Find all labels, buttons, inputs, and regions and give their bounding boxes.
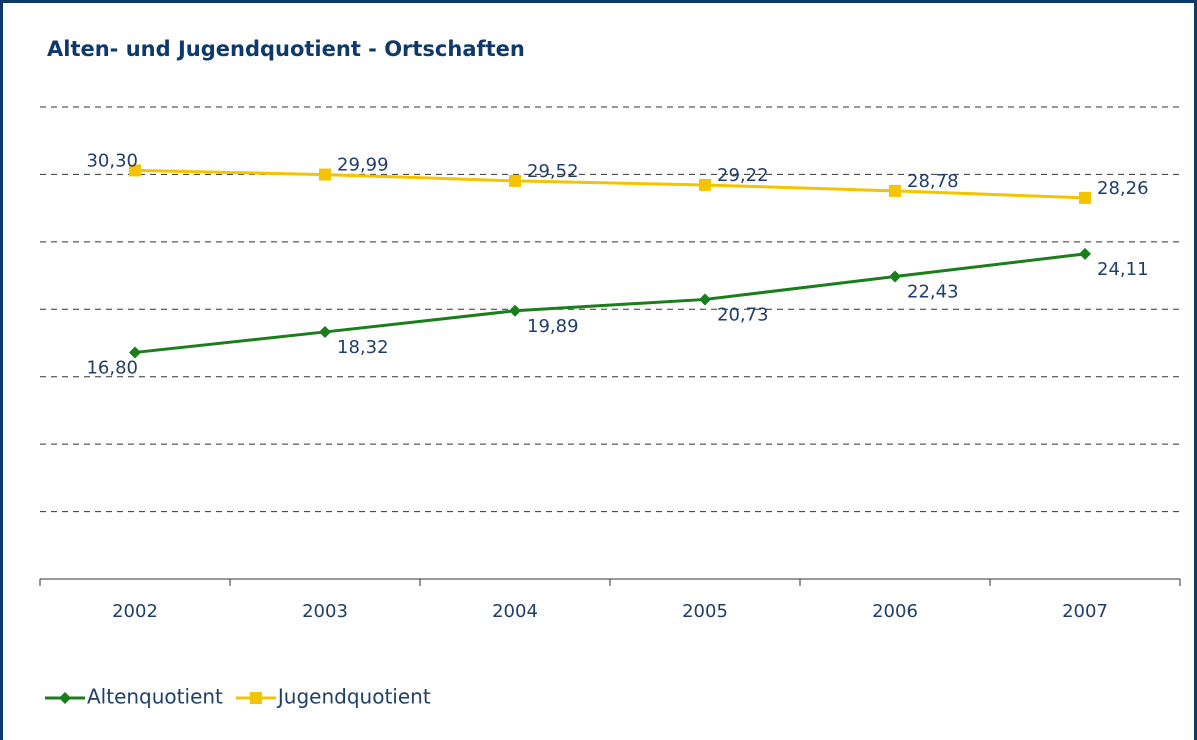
x-tick-label: 2004	[492, 601, 538, 622]
legend-label: Altenquotient	[87, 685, 223, 709]
x-tick-label: 2006	[872, 601, 918, 622]
data-label: 29,52	[527, 161, 579, 182]
data-label: 28,78	[907, 171, 959, 192]
marker	[889, 270, 901, 283]
marker	[509, 174, 521, 187]
legend-marker	[59, 692, 71, 704]
data-label: 16,80	[86, 357, 138, 378]
data-label: 29,22	[717, 165, 769, 186]
marker	[129, 346, 141, 359]
x-tick-label: 2002	[112, 601, 158, 622]
marker	[1079, 191, 1091, 204]
data-label: 28,26	[1097, 178, 1149, 199]
marker	[509, 304, 521, 317]
data-label: 19,89	[527, 316, 579, 337]
data-label: 20,73	[717, 304, 769, 325]
legend-label: Jugendquotient	[276, 685, 431, 709]
data-label: 18,32	[337, 337, 389, 358]
data-label: 30,30	[86, 150, 138, 171]
legend-marker	[249, 692, 262, 704]
data-label: 29,99	[337, 155, 389, 176]
marker	[699, 178, 711, 191]
marker	[319, 325, 331, 338]
x-tick-label: 2007	[1062, 601, 1108, 622]
marker	[889, 184, 901, 197]
series-line	[134, 168, 1086, 200]
chart-title: Alten- und Jugendquotient - Ortschaften	[47, 37, 525, 61]
data-label: 24,11	[1097, 259, 1149, 280]
marker	[319, 168, 331, 181]
marker	[1079, 247, 1091, 260]
x-tick-label: 2003	[302, 601, 348, 622]
series-line	[134, 252, 1086, 354]
data-label: 22,43	[907, 282, 959, 303]
x-tick-label: 2005	[682, 601, 728, 622]
marker	[129, 164, 141, 177]
marker	[699, 293, 711, 306]
